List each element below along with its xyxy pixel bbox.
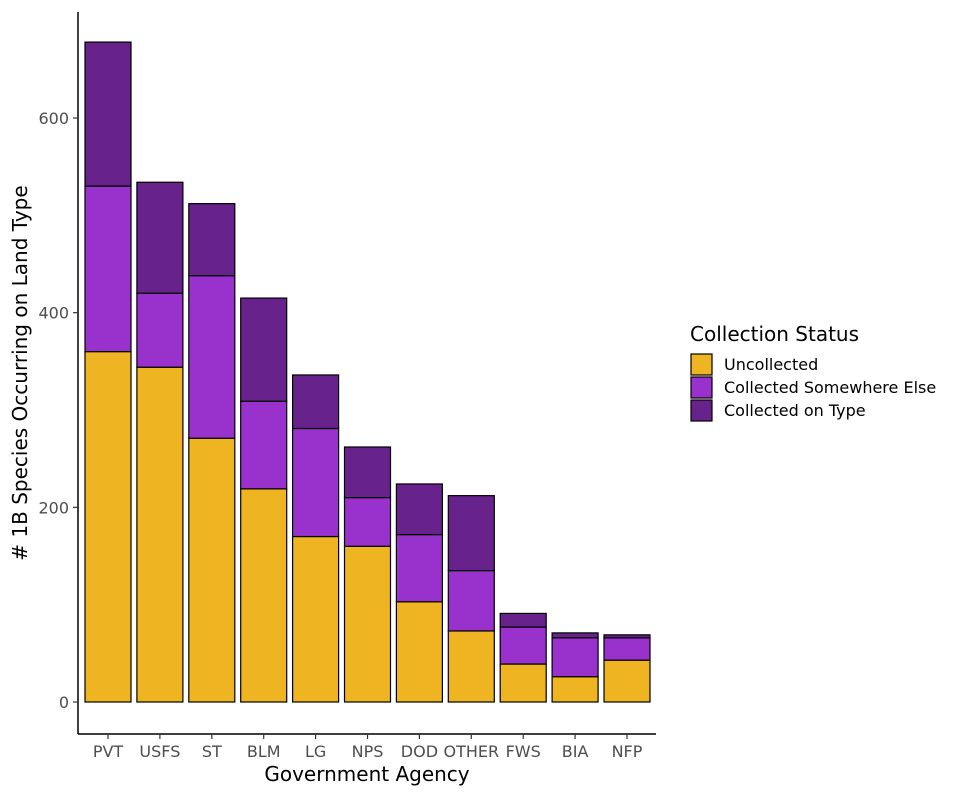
bar-other-collected-on-type (447, 495, 495, 572)
x-tick-label-pvt: PVT (93, 742, 124, 761)
legend-label-uncollected: Uncollected (724, 355, 818, 374)
y-tick-label: 200 (38, 498, 69, 517)
x-tick-label-fws: FWS (506, 742, 541, 761)
bar-pvt-uncollected (84, 351, 132, 703)
x-axis: PVT USFS ST BLM LG NPS DOD OTHER FWS BIA NFP (78, 733, 656, 761)
bar-nfp-uncollected (603, 659, 651, 703)
x-tick-label-st: ST (202, 742, 222, 761)
x-tick-label-nps: NPS (352, 742, 384, 761)
bars-layer (84, 41, 651, 703)
bar-pvt-collected-somewhere-else (84, 185, 132, 353)
y-tick-label: 0 (59, 693, 69, 712)
bar-usfs-collected-on-type (136, 181, 184, 294)
bar-lg-collected-somewhere-else (292, 427, 340, 538)
legend: Collection Status Uncollected Collected S… (690, 322, 936, 422)
bar-st-collected-on-type (188, 203, 236, 277)
bar-fws-uncollected (499, 663, 547, 703)
bar-usfs-uncollected (136, 366, 184, 703)
y-tick-label: 600 (38, 109, 69, 128)
bar-dod-collected-on-type (395, 483, 443, 536)
bar-bia-uncollected (551, 676, 599, 703)
bar-usfs-collected-somewhere-else (136, 292, 184, 368)
legend-label-collected-on-type: Collected on Type (724, 401, 866, 420)
bar-pvt-collected-on-type (84, 41, 132, 187)
x-tick-label-other: OTHER (443, 742, 499, 761)
x-tick-label-bia: BIA (562, 742, 589, 761)
bar-other-uncollected (447, 630, 495, 703)
legend-swatch-collected-somewhere-else (690, 376, 713, 399)
bar-dod-uncollected (395, 601, 443, 703)
legend-swatch-collected-on-type (690, 399, 713, 422)
bar-nfp-collected-on-type (603, 634, 651, 639)
bar-st-collected-somewhere-else (188, 275, 236, 439)
bar-lg-uncollected (292, 535, 340, 703)
bar-fws-collected-somewhere-else (499, 626, 547, 665)
bar-st-uncollected (188, 437, 236, 703)
bar-nps-uncollected (343, 545, 392, 703)
bar-dod-collected-somewhere-else (395, 533, 443, 603)
legend-label-collected-somewhere-else: Collected Somewhere Else (724, 378, 936, 397)
x-tick-label-lg: LG (305, 742, 326, 761)
x-tick-label-blm: BLM (247, 742, 281, 761)
bar-bia-collected-somewhere-else (551, 637, 599, 678)
y-axis: 0 200 400 600 (38, 12, 79, 734)
x-tick-label-nfp: NFP (612, 742, 643, 761)
x-tick-label-usfs: USFS (139, 742, 180, 761)
x-axis-title: Government Agency (264, 762, 469, 786)
bar-bia-collected-on-type (551, 632, 599, 639)
bar-nps-collected-somewhere-else (343, 497, 392, 547)
bar-fws-collected-on-type (499, 612, 547, 628)
bar-nfp-collected-somewhere-else (603, 637, 651, 661)
legend-title: Collection Status (690, 322, 859, 346)
x-tick-label-dod: DOD (401, 742, 438, 761)
y-axis-title: # 1B Species Occurring on Land Type (8, 185, 32, 560)
legend-swatch-uncollected (690, 353, 713, 376)
y-tick-label: 400 (38, 304, 69, 323)
bar-nps-collected-on-type (343, 446, 392, 499)
bar-lg-collected-on-type (292, 374, 340, 430)
bar-blm-collected-somewhere-else (240, 400, 288, 490)
bar-other-collected-somewhere-else (447, 569, 495, 632)
bar-blm-collected-on-type (240, 297, 288, 402)
bar-blm-uncollected (240, 488, 288, 703)
